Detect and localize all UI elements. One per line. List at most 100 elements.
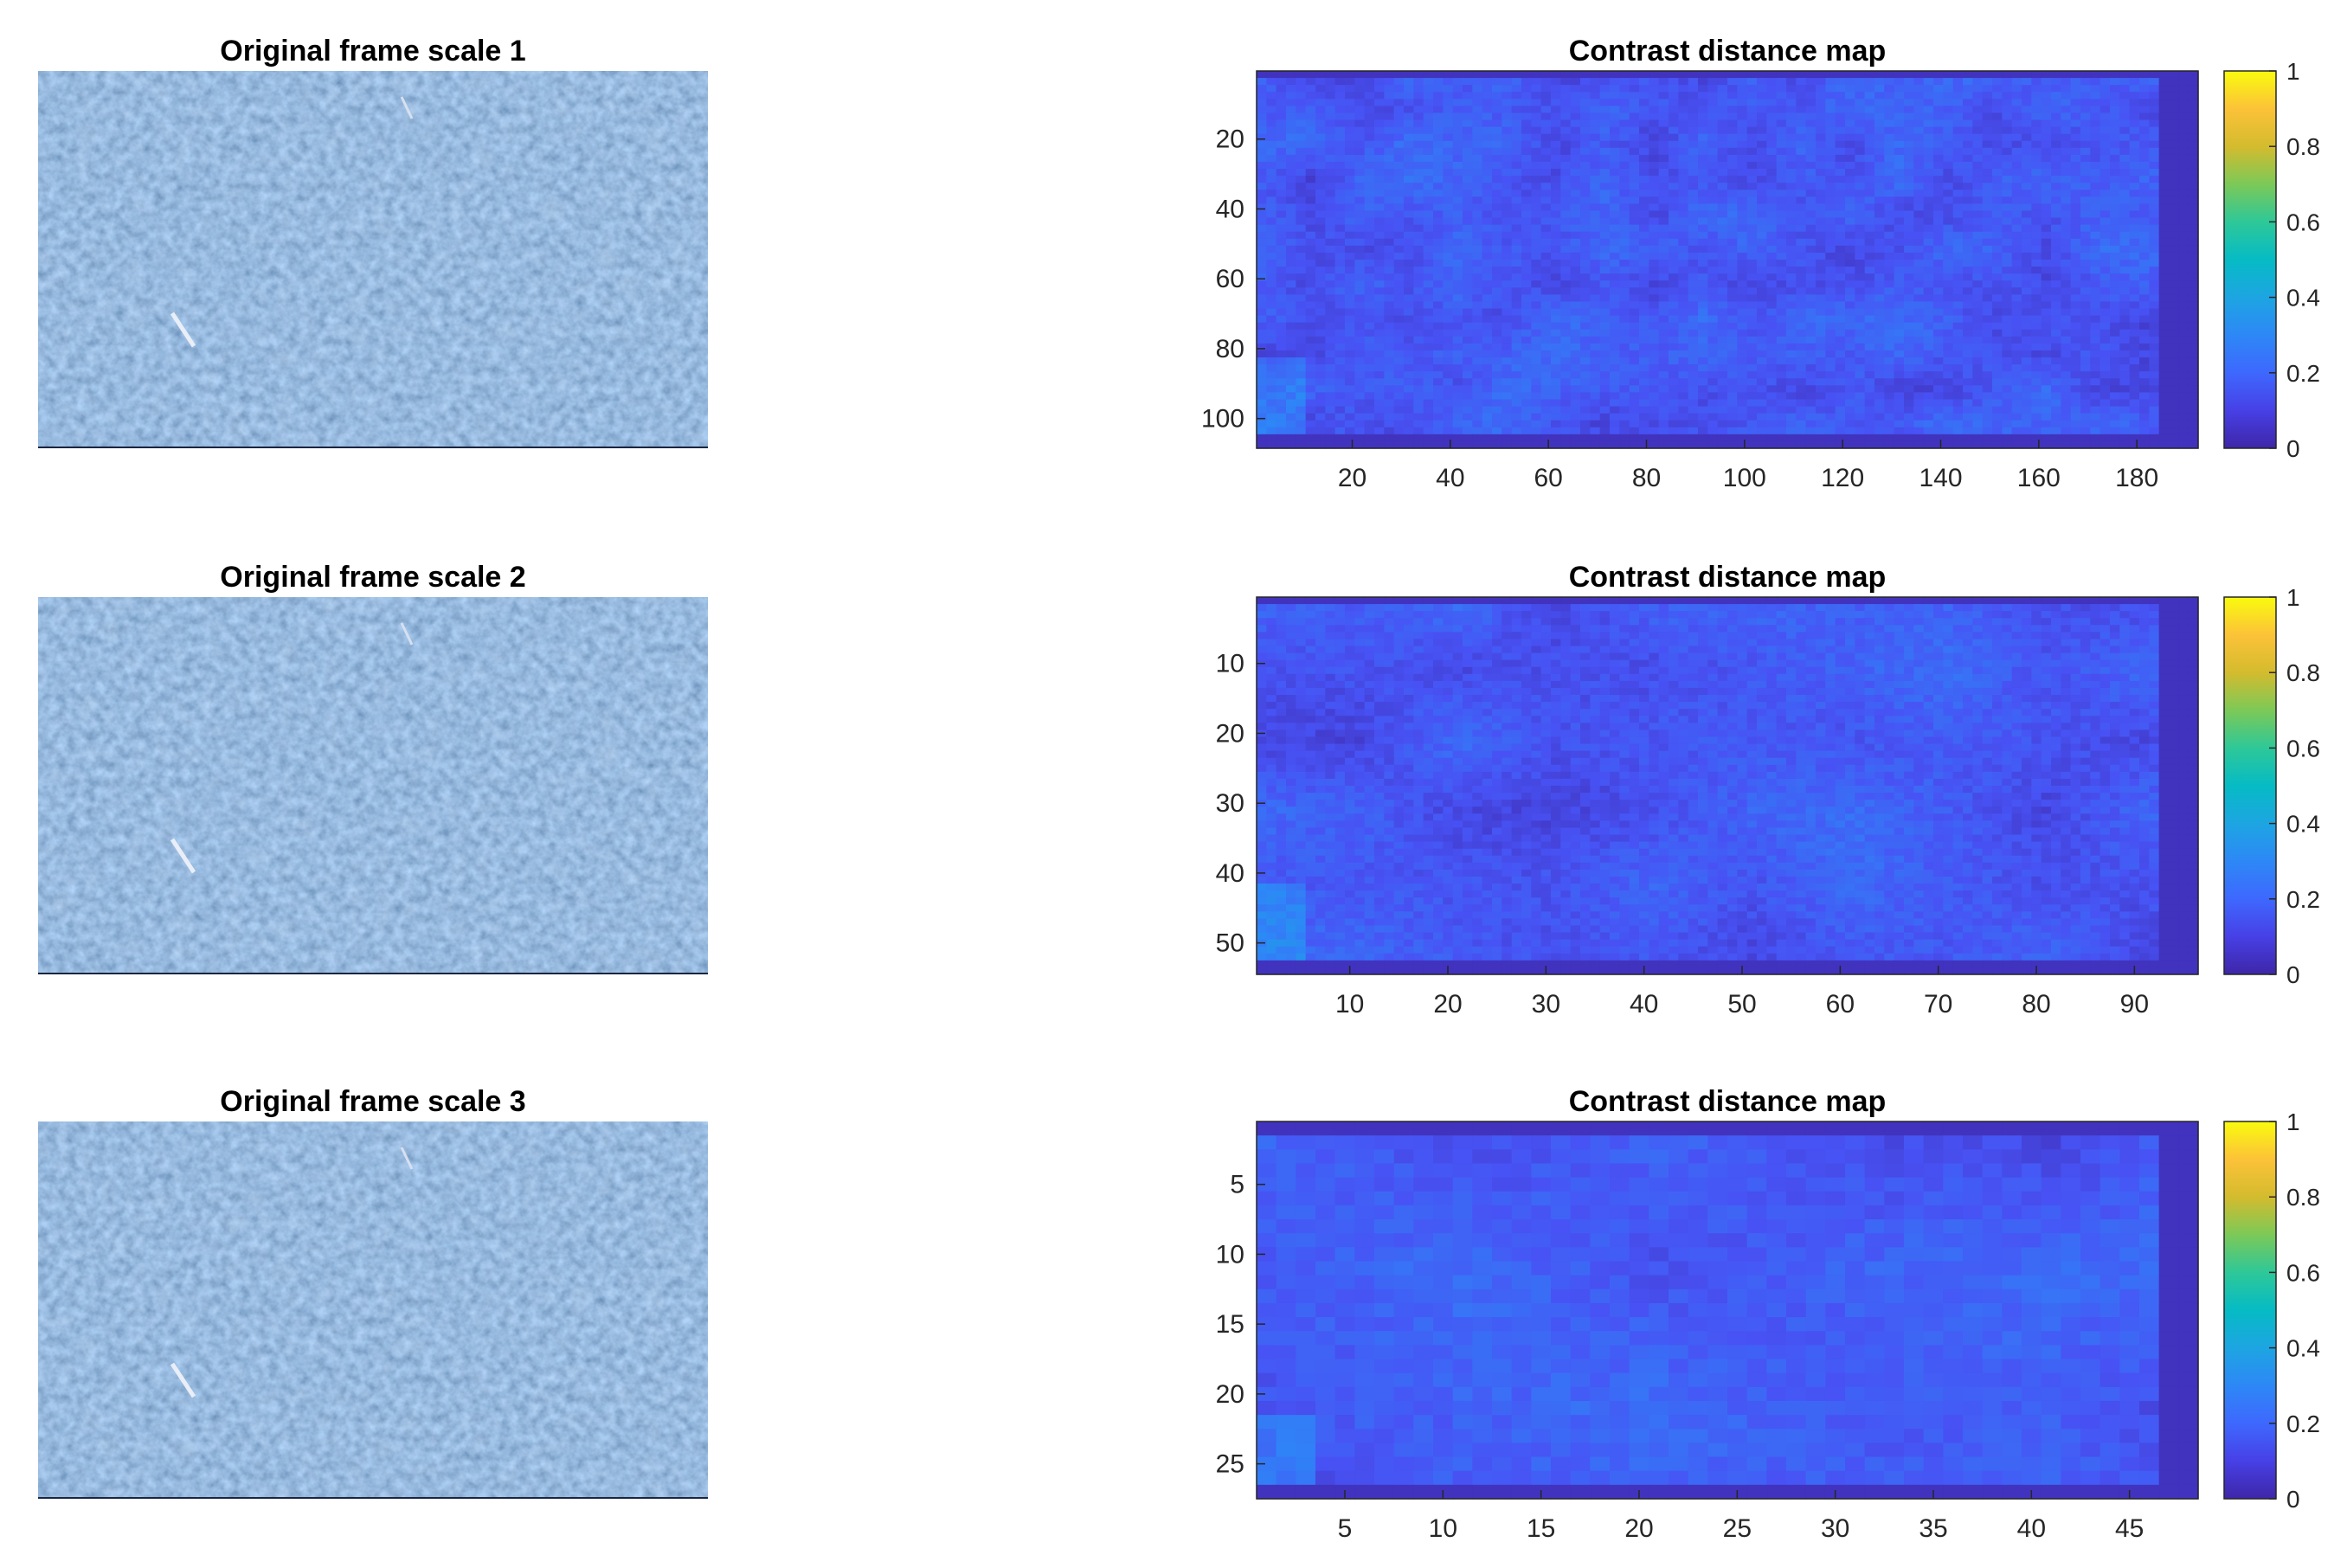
- heatmap-cell: [1463, 119, 1473, 128]
- heatmap-cell: [1649, 245, 1660, 254]
- heatmap-cell: [1894, 343, 1905, 351]
- heatmap-cell: [2139, 224, 2150, 233]
- heatmap-cell: [1678, 203, 1689, 212]
- heatmap-cell: [1599, 231, 1611, 240]
- heatmap-cell: [1963, 392, 1973, 401]
- heatmap-cell: [1884, 399, 1895, 408]
- heatmap-cell: [2031, 322, 2042, 331]
- heatmap-cell: [2022, 119, 2032, 128]
- heatmap-cell: [1345, 231, 1355, 240]
- heatmap-cell: [2090, 85, 2101, 93]
- heatmap-cell: [1463, 427, 1473, 435]
- heatmap-cell: [1610, 154, 1620, 163]
- heatmap-cell: [1384, 210, 1395, 219]
- heatmap-cell: [2090, 161, 2101, 170]
- heatmap-cell: [1305, 378, 1316, 386]
- heatmap-cell: [1658, 106, 1669, 114]
- heatmap-cell: [1452, 280, 1463, 288]
- heatmap-cell: [1551, 406, 1561, 414]
- heatmap-cell: [1266, 106, 1277, 114]
- heatmap-cell: [2090, 413, 2101, 421]
- heatmap-cell: [1727, 140, 1738, 149]
- heatmap-cell: [1619, 99, 1630, 106]
- heatmap-cell: [1678, 190, 1689, 197]
- heatmap-cell: [1610, 301, 1620, 310]
- heatmap-cell: [1501, 273, 1513, 281]
- heatmap-cell: [1678, 133, 1689, 142]
- heatmap-cell: [2041, 280, 2052, 288]
- heatmap-cell: [1963, 140, 1973, 149]
- heatmap-cell: [1452, 385, 1463, 393]
- heatmap-cell: [1717, 260, 1728, 267]
- heatmap-cell: [1952, 322, 1964, 331]
- heatmap-cell: [1796, 294, 1807, 303]
- heatmap-cell: [1315, 329, 1326, 337]
- heatmap-cell: [2129, 287, 2140, 295]
- heatmap-cell: [1511, 413, 1522, 421]
- heatmap-cell: [1707, 280, 1719, 288]
- heatmap-cell: [1315, 210, 1326, 219]
- heatmap-cell: [1963, 406, 1973, 414]
- heatmap-cell: [1776, 238, 1787, 247]
- heatmap-cell: [1296, 385, 1307, 393]
- heatmap-cell: [1835, 357, 1846, 365]
- heatmap-cell: [1501, 294, 1513, 303]
- heatmap-cell: [1874, 119, 1885, 128]
- heatmap-cell: [1707, 210, 1719, 219]
- heatmap-cell: [1904, 301, 1914, 310]
- heatmap-cell: [1874, 245, 1885, 254]
- heatmap-cell: [2099, 273, 2111, 281]
- heatmap-cell: [1923, 126, 1934, 135]
- heatmap-cell: [2011, 140, 2022, 149]
- heatmap-cell: [1737, 224, 1748, 233]
- heatmap-cell: [1393, 343, 1405, 351]
- heatmap-cell: [1757, 399, 1767, 408]
- heatmap-cell: [1296, 176, 1307, 183]
- heatmap-cell: [2178, 315, 2189, 324]
- heatmap-cell: [2031, 260, 2042, 267]
- heatmap-cell: [1746, 238, 1758, 247]
- heatmap-cell: [1816, 106, 1826, 114]
- heatmap-cell: [2002, 420, 2013, 428]
- heatmap-cell: [1776, 183, 1787, 190]
- heatmap-cell: [1315, 217, 1326, 226]
- heatmap-cell: [1315, 406, 1326, 414]
- heatmap-cell: [1669, 210, 1679, 219]
- heatmap-cell: [1894, 99, 1905, 106]
- heatmap-cell: [2110, 364, 2120, 372]
- heatmap-cell: [1943, 260, 1954, 267]
- heatmap-cell: [1472, 106, 1483, 114]
- heatmap-cell: [1894, 85, 1905, 93]
- heatmap-cell: [1952, 112, 1964, 121]
- heatmap-cell: [1570, 357, 1581, 365]
- heatmap-cell: [2188, 161, 2199, 170]
- heatmap-cell: [1257, 287, 1267, 295]
- heatmap-cell: [1717, 92, 1728, 100]
- heatmap-cell: [1511, 217, 1522, 226]
- heatmap-cell: [2178, 78, 2189, 86]
- heatmap-cell: [1707, 169, 1719, 177]
- heatmap-cell: [1913, 260, 1925, 267]
- heatmap-cell: [1855, 322, 1866, 331]
- heatmap-cell: [1354, 392, 1366, 401]
- heatmap-cell: [1325, 427, 1336, 435]
- heatmap-cell: [1286, 210, 1296, 219]
- heatmap-cell: [1717, 119, 1728, 128]
- heatmap-cell: [1629, 329, 1640, 337]
- heatmap-cell: [1835, 329, 1846, 337]
- heatmap-cell: [1364, 315, 1375, 324]
- heatmap-cell: [1472, 399, 1483, 408]
- heatmap-cell: [1776, 190, 1787, 197]
- heatmap-cell: [1717, 329, 1728, 337]
- heatmap-cell: [1325, 106, 1336, 114]
- heatmap-cell: [1658, 322, 1669, 331]
- heatmap-cell: [2080, 169, 2091, 177]
- heatmap-cell: [1266, 378, 1277, 386]
- heatmap-cell: [1384, 106, 1395, 114]
- heatmap-cell: [2158, 245, 2170, 254]
- heatmap-cell: [1658, 217, 1669, 226]
- heatmap-cell: [2061, 217, 2072, 226]
- heatmap-cell: [2169, 119, 2179, 128]
- heatmap-cell: [1825, 301, 1836, 310]
- heatmap-cell: [1590, 71, 1601, 79]
